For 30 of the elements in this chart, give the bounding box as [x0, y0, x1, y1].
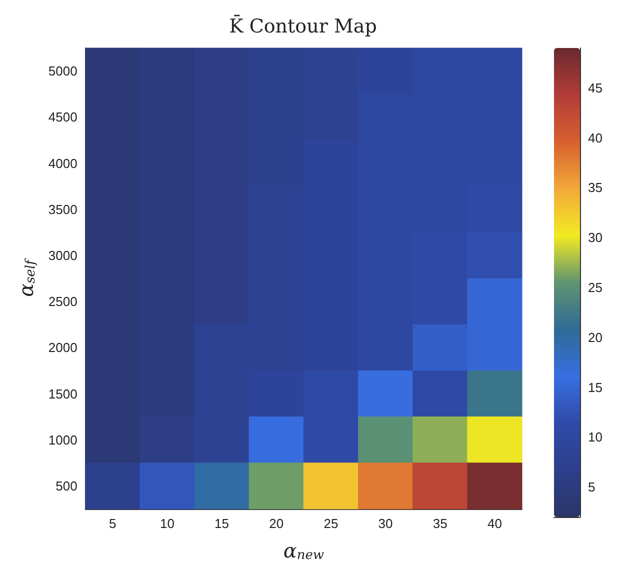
x-tick-label: 10 — [160, 516, 174, 531]
y-tick-label: 4000 — [48, 156, 78, 171]
color-bar-label: 40 — [588, 130, 602, 146]
color-bar-label: 10 — [588, 430, 602, 445]
y-tick-label: 500 — [56, 478, 78, 494]
x-tick-label: 25 — [324, 516, 338, 531]
x-tick-label: 20 — [269, 516, 284, 531]
color-bar-label: 20 — [588, 330, 602, 345]
color-bar-label: 45 — [588, 80, 602, 96]
color-bar-label: 5 — [588, 480, 596, 495]
chart-title: K̄ Contour Map — [229, 14, 377, 38]
y-axis-title: αself — [14, 258, 38, 297]
y-tick-label: 2500 — [48, 294, 78, 310]
x-tick-label: 35 — [432, 516, 448, 531]
color-bar-label: 30 — [588, 230, 602, 246]
y-tick-label: 2000 — [48, 340, 78, 356]
color-bar-label: 25 — [588, 280, 602, 295]
y-tick-label: 1500 — [48, 386, 78, 402]
x-tick-label: 5 — [108, 516, 116, 531]
y-tick-label: 1000 — [48, 432, 78, 448]
y-tick-label: 3500 — [48, 202, 78, 217]
y-tick-label: 4500 — [48, 110, 78, 125]
x-tick-label: 40 — [487, 516, 502, 531]
y-tick-label: 5000 — [48, 64, 78, 79]
color-bar-label: 35 — [588, 180, 602, 196]
color-bar-label: 15 — [588, 380, 602, 395]
y-tick-label: 3000 — [48, 248, 78, 263]
x-tick-label: 15 — [214, 516, 230, 531]
x-axis-title: αnew — [283, 538, 324, 563]
x-tick-label: 30 — [378, 516, 393, 531]
